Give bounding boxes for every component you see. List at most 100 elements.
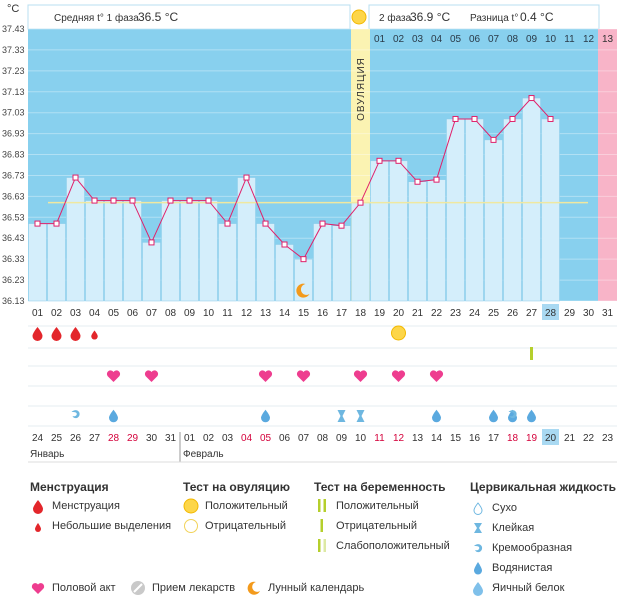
- phase1-value: 36.5 °C: [138, 10, 178, 24]
- legend-spotting-label: Небольшие выделения: [52, 520, 172, 532]
- temperature-point: [129, 197, 136, 204]
- temperature-bar: [370, 160, 389, 302]
- calendar-day-label: 03: [222, 433, 234, 444]
- calendar-day-label: 28: [108, 433, 120, 444]
- calendar-day-label: 02: [203, 433, 215, 444]
- temperature-bar: [66, 177, 85, 302]
- y-tick-label: 36.63: [2, 191, 25, 201]
- temperature-point: [471, 115, 478, 122]
- temperature-point: [262, 220, 269, 227]
- y-tick-label: 36.53: [2, 212, 25, 222]
- y-tick-label: 36.93: [2, 129, 25, 139]
- temperature-point: [528, 95, 535, 102]
- cycle-day-label: 14: [279, 308, 291, 319]
- legend: Менструация Менструация Небольшие выделе…: [0, 470, 626, 596]
- calendar-day-label: 17: [488, 433, 500, 444]
- calendar-day-label: 24: [32, 433, 44, 444]
- cycle-day-label: 09: [184, 308, 196, 319]
- negative-circle-icon: [184, 519, 198, 533]
- temperature-bar: [256, 223, 275, 302]
- heart-icon: [106, 370, 121, 382]
- watery-drop-icon: [261, 409, 270, 423]
- y-tick-label: 37.13: [2, 87, 25, 97]
- pill-icon: [131, 581, 145, 595]
- temperature-bar: [465, 118, 484, 302]
- temperature-bar: [389, 160, 408, 302]
- temperature-point: [186, 197, 193, 204]
- temperature-line: [37, 97, 551, 260]
- temperature-point: [34, 220, 41, 227]
- legend-moon-item: Лунный календарь: [246, 580, 364, 596]
- phase2-day-number: 08: [507, 34, 519, 45]
- legend-pregtest-title: Тест на беременность: [314, 480, 446, 494]
- temperature-bar: [199, 200, 218, 302]
- calendar-day-label: 22: [583, 433, 595, 444]
- cycle-day-label: 23: [450, 308, 462, 319]
- temperature-bar: [180, 200, 199, 302]
- cycle-day-label: 12: [241, 308, 253, 319]
- phase2-day-number: 06: [469, 34, 481, 45]
- phase1-header-box: [27, 4, 351, 30]
- today-highlight: [542, 304, 559, 320]
- legend-pregtest-positive-item: Положительный: [314, 498, 419, 514]
- calendar-day-label: 27: [89, 433, 101, 444]
- legend-ovtest-negative-label: Отрицательный: [205, 520, 286, 532]
- watery-drop-icon: [109, 409, 118, 423]
- legend-sticky-item: Клейкая: [470, 520, 534, 536]
- temperature-point: [281, 241, 288, 248]
- phase2-day-number: 07: [488, 34, 500, 45]
- temperature-bar: [484, 139, 503, 302]
- temperature-point: [338, 222, 345, 229]
- temperature-bar: [104, 200, 123, 302]
- double-bar-icon: [318, 499, 326, 512]
- temperature-point: [243, 174, 250, 181]
- pink-column: [598, 29, 617, 301]
- cycle-day-label: 05: [108, 308, 120, 319]
- y-tick-label: 36.83: [2, 150, 25, 160]
- temperature-point: [224, 220, 231, 227]
- calendar-day-label: 14: [431, 433, 443, 444]
- legend-medication-item: Прием лекарств: [130, 580, 235, 596]
- calendar-day-label: 01: [184, 433, 196, 444]
- temperature-bar: [28, 223, 47, 302]
- legend-cervical-title: Цервикальная жидкость: [470, 480, 617, 494]
- sticky-icon: [337, 410, 346, 422]
- phase2-day-number: 04: [431, 34, 443, 45]
- cycle-day-label: 18: [355, 308, 367, 319]
- temperature-point: [91, 197, 98, 204]
- cycle-day-label: 08: [165, 308, 177, 319]
- cycle-day-label: 19: [374, 308, 386, 319]
- cycle-day-label: 11: [222, 308, 233, 319]
- cycle-day-label: 20: [393, 308, 405, 319]
- diff-label: Разница t°: [470, 13, 518, 24]
- ovulation-label: ОВУЛЯЦИЯ: [356, 57, 367, 121]
- legend-ovtest-negative-item: Отрицательный: [183, 518, 286, 534]
- calendar-day-label: 21: [564, 433, 576, 444]
- cycle-day-label: 26: [507, 308, 519, 319]
- temperature-point: [414, 178, 421, 185]
- menstruation-drop-icon: [70, 327, 81, 342]
- temperature-point: [300, 256, 307, 263]
- heart-icon: [258, 370, 273, 382]
- creamy-drop-icon: [71, 410, 80, 419]
- today-calendar-highlight: [542, 429, 559, 445]
- temperature-bar: [427, 179, 446, 302]
- calendar-day-label: 15: [450, 433, 462, 444]
- y-tick-label: 37.33: [2, 45, 25, 55]
- cycle-day-label: 13: [260, 308, 272, 319]
- phase2-day-number: 11: [564, 34, 575, 45]
- legend-watery-item: Водянистая: [470, 560, 552, 576]
- phase2-day-number: 12: [583, 34, 595, 45]
- legend-medication-label: Прием лекарств: [152, 582, 236, 594]
- calendar-day-label: 06: [279, 433, 291, 444]
- phase2-label: 2 фаза: [379, 12, 412, 24]
- temperature-bar: [237, 177, 256, 302]
- legend-pregtest-positive-label: Положительный: [336, 500, 419, 512]
- cycle-day-label: 04: [89, 308, 101, 319]
- menstruation-drop-icon: [32, 327, 43, 342]
- phase2-day-number: 05: [450, 34, 462, 45]
- watery-drop-icon: [489, 409, 498, 423]
- temperature-bar: [47, 223, 66, 302]
- watery-drop-icon: [432, 409, 441, 423]
- y-tick-label: 36.43: [2, 233, 25, 243]
